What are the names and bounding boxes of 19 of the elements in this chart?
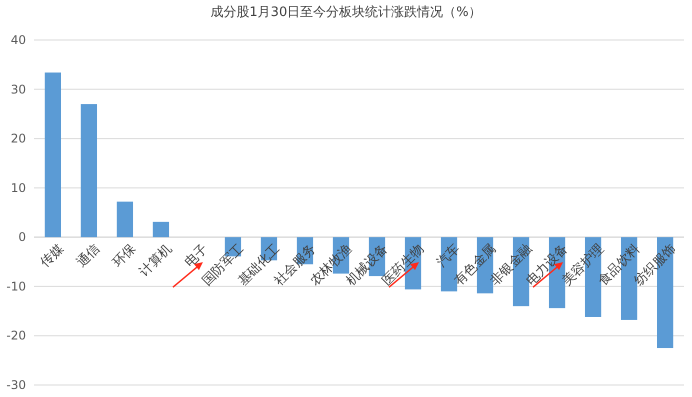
x-tick-label: 汽车 bbox=[434, 242, 464, 271]
y-tick-label: 20 bbox=[10, 132, 26, 146]
bar bbox=[116, 202, 134, 238]
y-tick-label: 30 bbox=[10, 82, 26, 96]
x-tick-label: 环保 bbox=[110, 242, 139, 271]
chart-title: 成分股1月30日至今分板块统计涨跌情况（%） bbox=[210, 5, 482, 20]
y-tick-label: 40 bbox=[10, 33, 26, 47]
y-tick-label: 10 bbox=[10, 180, 26, 195]
y-tick-label: -10 bbox=[6, 279, 26, 294]
bar bbox=[152, 222, 170, 238]
y-tick-label: -20 bbox=[6, 328, 26, 343]
x-tick-label: 通信 bbox=[74, 242, 103, 271]
y-tick-label: -30 bbox=[6, 378, 26, 392]
x-tick-label: 电子 bbox=[182, 242, 211, 271]
x-tick-label: 传媒 bbox=[38, 242, 67, 271]
bar bbox=[44, 72, 62, 238]
y-tick-label: 0 bbox=[18, 230, 26, 244]
bar bbox=[80, 104, 98, 238]
x-tick-label: 计算机 bbox=[136, 242, 175, 280]
